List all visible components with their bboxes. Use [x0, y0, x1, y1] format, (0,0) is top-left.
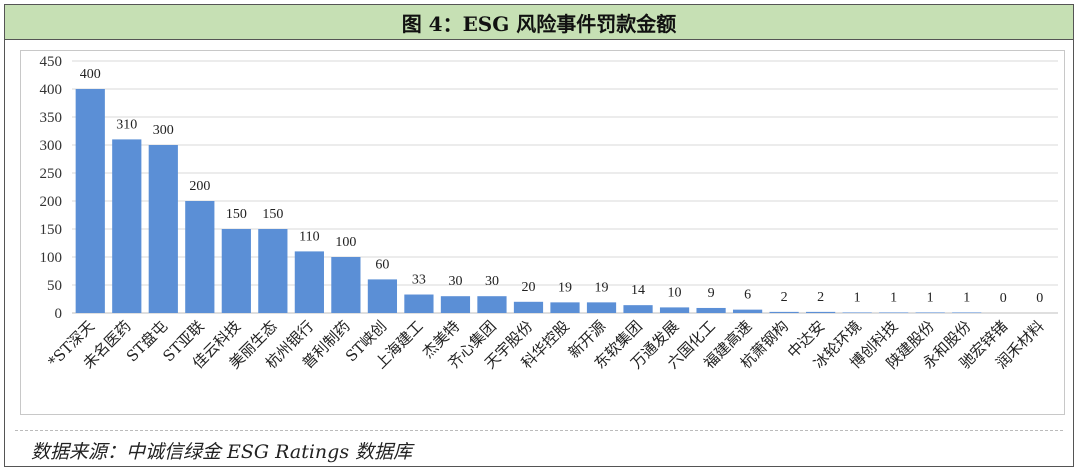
figure-frame: 图 4：ESG 风险事件罚款金额 数据来源：中诚信绿金 ESG Ratings …: [4, 4, 1074, 467]
figure-source: 数据来源：中诚信绿金 ESG Ratings 数据库: [31, 441, 413, 463]
data-label: 110: [299, 229, 319, 244]
data-label: 20: [521, 280, 535, 295]
data-label: 2: [817, 290, 824, 305]
bar: [915, 312, 945, 313]
bar: [952, 312, 982, 313]
chart-area: [20, 50, 1065, 415]
bar: [367, 279, 398, 313]
bar: [75, 89, 105, 313]
data-label: 30: [448, 274, 462, 289]
data-label: 150: [262, 207, 283, 222]
bar: [623, 305, 653, 313]
y-tick-label: 150: [40, 222, 63, 238]
data-label: 0: [1000, 291, 1007, 306]
bar: [696, 307, 726, 313]
data-label: 10: [668, 285, 682, 300]
y-tick-label: 300: [40, 138, 63, 154]
bar: [404, 294, 434, 313]
data-label: 30: [485, 274, 499, 289]
bar: [806, 311, 836, 313]
y-tick-label: 100: [40, 250, 63, 266]
y-tick-label: 200: [40, 194, 63, 210]
bar: [513, 301, 544, 313]
bar: [732, 309, 763, 313]
data-label: 300: [153, 123, 174, 138]
data-label: 150: [226, 207, 247, 222]
y-tick-label: 0: [55, 306, 63, 322]
bar: [294, 251, 324, 313]
y-tick-label: 350: [40, 110, 63, 126]
data-label: 1: [890, 290, 897, 305]
data-label: 14: [631, 283, 645, 298]
data-label: 1: [963, 290, 970, 305]
data-label: 200: [189, 179, 210, 194]
y-tick-label: 400: [40, 82, 63, 98]
y-tick-label: 450: [40, 54, 63, 70]
bar: [586, 302, 617, 313]
data-label: 19: [558, 280, 572, 295]
data-label: 19: [595, 280, 609, 295]
bar: [331, 257, 361, 313]
data-label: 1: [854, 290, 861, 305]
bar: [879, 312, 909, 313]
data-label: 1: [927, 290, 934, 305]
data-label: 9: [708, 286, 715, 301]
bar: [185, 201, 215, 313]
bar: [659, 307, 690, 313]
bar: [477, 296, 507, 313]
y-tick-label: 50: [47, 278, 62, 294]
data-label: 310: [116, 117, 137, 132]
source-divider: [15, 430, 1063, 431]
data-label: 33: [412, 273, 426, 288]
data-label: 100: [335, 235, 356, 250]
data-label: 400: [80, 67, 101, 82]
bar: [221, 229, 251, 313]
data-label: 60: [375, 257, 389, 272]
bar: [258, 229, 288, 313]
bar: [112, 139, 142, 313]
figure-title: 图 4：ESG 风险事件罚款金额: [5, 5, 1073, 40]
y-tick-label: 250: [40, 166, 63, 182]
data-label: 6: [744, 288, 751, 303]
bar: [440, 296, 471, 313]
data-label: 0: [1036, 291, 1043, 306]
bar: [842, 312, 872, 313]
bar: [769, 311, 799, 313]
data-label: 2: [781, 290, 788, 305]
bar: [550, 302, 580, 313]
bar: [148, 145, 178, 313]
